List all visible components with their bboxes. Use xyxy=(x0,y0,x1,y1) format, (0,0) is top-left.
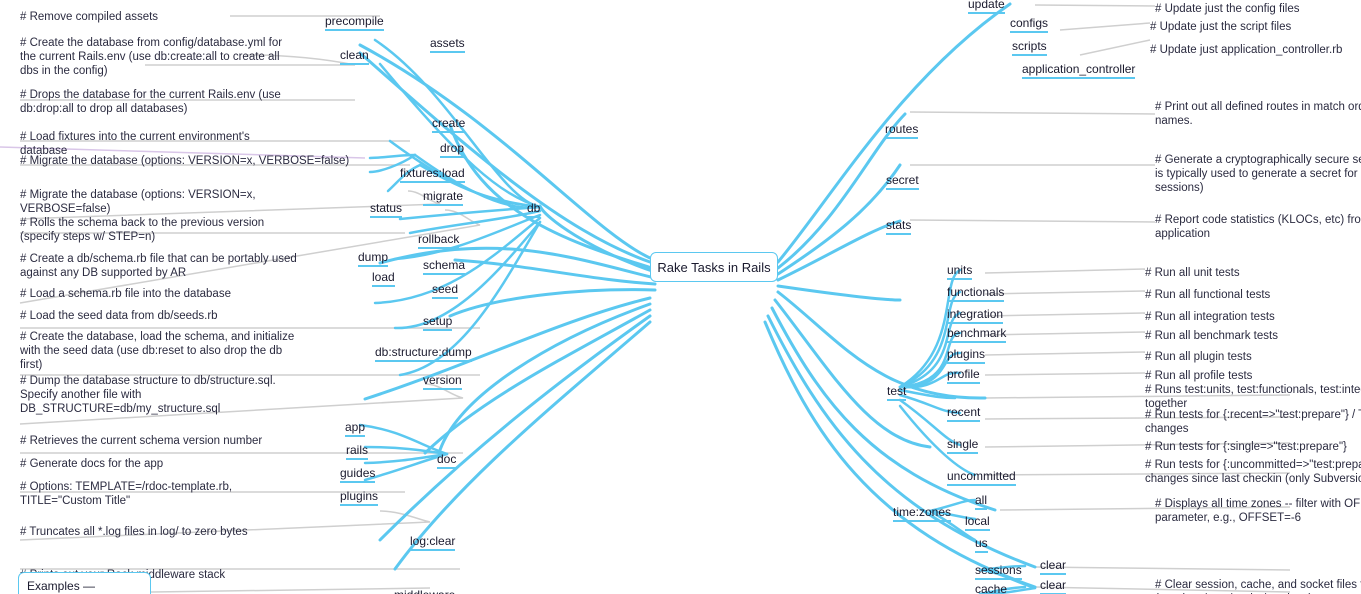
node-db[interactable]: db xyxy=(527,201,540,218)
node-dump[interactable]: dump xyxy=(358,250,388,267)
node-test[interactable]: test xyxy=(887,384,906,401)
node-uncommitted[interactable]: uncommitted xyxy=(947,469,1016,486)
node-setup[interactable]: setup xyxy=(423,314,452,331)
node-assets[interactable]: assets xyxy=(430,36,465,53)
node-app[interactable]: app xyxy=(345,420,365,437)
node-load[interactable]: load xyxy=(372,270,395,287)
examples-box[interactable]: Examples — rake db:migrate:status xyxy=(18,572,151,594)
node-plugins-test[interactable]: plugins xyxy=(947,347,985,364)
desc-retrieve-schema-version: # Retrieves the current schema version n… xyxy=(20,434,262,448)
desc-profile: # Run all profile tests xyxy=(1145,369,1252,383)
node-cache-clear[interactable]: clear xyxy=(1040,578,1066,594)
desc-dump-structure: # Dump the database structure to db/stru… xyxy=(20,374,300,416)
node-rails[interactable]: rails xyxy=(346,443,368,460)
node-migrate[interactable]: migrate xyxy=(423,189,463,206)
desc-load-seed: # Load the seed data from db/seeds.rb xyxy=(20,309,218,323)
desc-options-template: # Options: TEMPLATE=/rdoc-template.rb, T… xyxy=(20,480,300,508)
desc-run-all-together: # Runs test:units, test:functionals, tes… xyxy=(1145,383,1361,411)
node-middleware[interactable]: middleware xyxy=(394,588,455,594)
node-sessions-clear[interactable]: clear xyxy=(1040,558,1066,575)
node-profile[interactable]: profile xyxy=(947,367,980,384)
node-integration[interactable]: integration xyxy=(947,307,1003,324)
desc-generate-docs: # Generate docs for the app xyxy=(20,457,163,471)
node-logclear[interactable]: log:clear xyxy=(410,534,455,551)
desc-rollback: # Rolls the schema back to the previous … xyxy=(20,216,300,244)
node-single[interactable]: single xyxy=(947,437,978,454)
desc-create-database: # Create the database from config/databa… xyxy=(20,36,300,78)
node-scripts[interactable]: scripts xyxy=(1012,39,1047,56)
node-tz-local[interactable]: local xyxy=(965,514,990,531)
desc-truncate-logs: # Truncates all *.log files in log/ to z… xyxy=(20,525,248,539)
desc-update-script-files: # Update just the script files xyxy=(1150,20,1291,34)
desc-uncommitted: # Run tests for {:uncommitted=>"test:pre… xyxy=(1145,458,1361,486)
desc-secret: # Generate a cryptographically secure se… xyxy=(1155,153,1361,195)
desc-routes: # Print out all defined routes in match … xyxy=(1155,100,1361,128)
node-functionals[interactable]: functionals xyxy=(947,285,1004,302)
desc-benchmark: # Run all benchmark tests xyxy=(1145,329,1278,343)
desc-remove-compiled-assets: # Remove compiled assets xyxy=(20,10,158,24)
node-seed[interactable]: seed xyxy=(432,282,458,299)
desc-update-config-files: # Update just the config files xyxy=(1155,2,1299,16)
desc-migrate-2: # Migrate the database (options: VERSION… xyxy=(20,188,300,216)
node-tz-us[interactable]: us xyxy=(975,536,988,553)
desc-plugins-test: # Run all plugin tests xyxy=(1145,350,1252,364)
node-sessions[interactable]: sessions xyxy=(975,563,1022,580)
node-routes[interactable]: routes xyxy=(885,122,918,139)
desc-units: # Run all unit tests xyxy=(1145,266,1240,280)
desc-migrate-1: # Migrate the database (options: VERSION… xyxy=(20,154,349,168)
node-units[interactable]: units xyxy=(947,263,972,280)
node-tz-all[interactable]: all xyxy=(975,493,987,510)
desc-load-schema: # Load a schema.rb file into the databas… xyxy=(20,287,231,301)
desc-update-appcontroller: # Update just application_controller.rb xyxy=(1150,43,1342,57)
node-plugins[interactable]: plugins xyxy=(340,489,378,506)
node-dbstructuredump[interactable]: db:structure:dump xyxy=(375,345,472,362)
desc-tz-all: # Displays all time zones -- filter with… xyxy=(1155,497,1361,525)
desc-dump-schema: # Create a db/schema.rb file that can be… xyxy=(20,252,300,280)
node-benchmark[interactable]: benchmark xyxy=(947,326,1006,343)
desc-single: # Run tests for {:single=>"test:prepare"… xyxy=(1145,440,1347,454)
node-update[interactable]: update xyxy=(968,0,1005,14)
desc-clear-sessions: # Clear session, cache, and socket files… xyxy=(1155,578,1361,594)
desc-functionals: # Run all functional tests xyxy=(1145,288,1270,302)
node-status[interactable]: status xyxy=(370,201,402,218)
node-version[interactable]: version xyxy=(423,373,462,390)
desc-drops-database: # Drops the database for the current Rai… xyxy=(20,88,300,116)
desc-recent: # Run tests for {:recent=>"test:prepare"… xyxy=(1145,408,1361,436)
node-create[interactable]: create xyxy=(432,116,465,133)
desc-integration: # Run all integration tests xyxy=(1145,310,1275,324)
node-precompile[interactable]: precompile xyxy=(325,14,384,31)
desc-stats: # Report code statistics (KLOCs, etc) fr… xyxy=(1155,213,1361,241)
node-rollback[interactable]: rollback xyxy=(418,232,459,249)
node-configs[interactable]: configs xyxy=(1010,16,1048,33)
node-drop[interactable]: drop xyxy=(440,141,464,158)
examples-heading: Examples — xyxy=(27,579,142,594)
node-stats[interactable]: stats xyxy=(886,218,911,235)
node-guides[interactable]: guides xyxy=(340,466,375,483)
mindmap-canvas: Rake Tasks in Rails Examples — rake db:m… xyxy=(0,0,1361,594)
node-applicationcontroller[interactable]: application_controller xyxy=(1022,62,1135,79)
node-timezones[interactable]: time:zones xyxy=(893,505,951,522)
node-secret[interactable]: secret xyxy=(886,173,919,190)
node-clean[interactable]: clean xyxy=(340,48,369,65)
node-fixtures-load[interactable]: fixtures:load xyxy=(400,166,465,183)
node-schema[interactable]: schema xyxy=(423,258,465,275)
desc-create-load-initialize: # Create the database, load the schema, … xyxy=(20,330,300,372)
node-doc[interactable]: doc xyxy=(437,452,456,469)
root-node-rake-tasks[interactable]: Rake Tasks in Rails xyxy=(650,252,778,282)
node-cache[interactable]: cache xyxy=(975,582,1007,594)
node-recent[interactable]: recent xyxy=(947,405,980,422)
